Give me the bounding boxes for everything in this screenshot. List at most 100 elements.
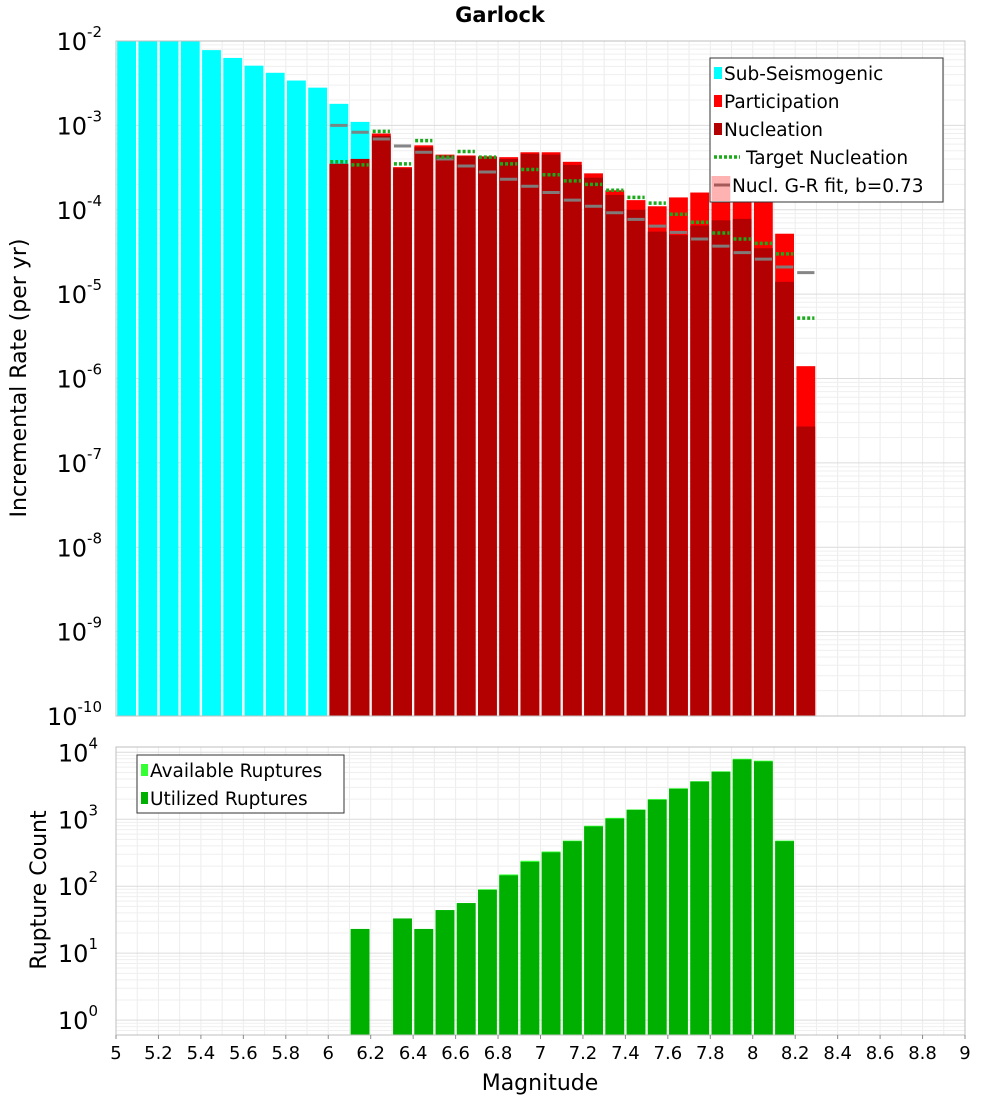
legend-label: Utilized Ruptures [150, 789, 308, 810]
y-tick-label: 100 [58, 1002, 98, 1035]
x-tick-label: 8.4 [823, 1043, 852, 1064]
x-tick-label: 8 [747, 1043, 758, 1064]
top-y-axis-label: Incremental Rate (per yr) [7, 239, 32, 518]
nucleation-bar [371, 135, 391, 717]
bottom-y-axis-label: Rupture Count [27, 810, 52, 970]
utilized-ruptures-bar [350, 928, 370, 1035]
utilized-ruptures-bar [753, 761, 773, 1035]
nucleation-bar [393, 168, 412, 716]
x-axis-label: Magnitude [482, 1071, 599, 1096]
x-tick-label: 6.8 [484, 1043, 513, 1064]
nucleation-bar [669, 235, 688, 716]
nucleation-bar [435, 155, 455, 716]
legend-swatch [714, 95, 722, 107]
nucleation-bar [350, 158, 370, 717]
sub-seismogenic-bar [244, 65, 264, 716]
x-tick-label: 5 [110, 1043, 121, 1064]
nucleation-bar [690, 225, 710, 716]
sub-seismogenic-bar [202, 50, 221, 717]
y-tick-label: 10-10 [47, 698, 102, 731]
utilized-ruptures-bar [562, 841, 582, 1035]
legend-label: Participation [724, 92, 840, 113]
chart-title: Garlock [455, 3, 546, 27]
nucleation-bar [478, 157, 497, 717]
rate-panel: 10-10 10-9 10-8 10-7 10-6 10-5 10-4 10-3 10-2 Sub… [47, 23, 966, 731]
x-tick-label: 7.2 [569, 1043, 598, 1064]
x-tick-label: 7.8 [696, 1043, 725, 1064]
legend-box [709, 57, 944, 203]
legend-label: Sub-Seismogenic [724, 64, 883, 85]
y-tick-label: 10-6 [56, 361, 102, 394]
y-tick-label: 104 [58, 734, 98, 767]
legend-swatch [714, 123, 722, 135]
y-tick-label: 10-7 [56, 445, 102, 478]
legend-swatch [141, 792, 148, 804]
x-tick-label: 5.4 [187, 1043, 216, 1064]
legend-label: Available Ruptures [150, 761, 322, 782]
x-tick-label: 5.8 [271, 1043, 300, 1064]
y-tick-label: 103 [58, 801, 98, 834]
nucleation-bar [520, 153, 540, 716]
nucleation-bar [732, 218, 752, 716]
sub-seismogenic-bar [180, 41, 200, 716]
rate-legend: Sub-Seismogenic Participation Nucleation Ta… [709, 57, 944, 203]
x-tick-label: 8.8 [908, 1043, 937, 1064]
legend-swatch [714, 67, 722, 79]
utilized-ruptures-bar [669, 788, 688, 1035]
y-tick-label: 10-9 [56, 614, 102, 647]
plot-frame [115, 40, 966, 717]
x-tick-label: 9 [959, 1043, 970, 1064]
sub-seismogenic-bar [265, 72, 285, 717]
utilized-ruptures-bar [605, 818, 625, 1035]
y-tick-label: 10-2 [56, 23, 102, 56]
nucleation-bar [605, 194, 625, 716]
nucleation-bar [647, 231, 667, 716]
nucleation-bar [414, 147, 434, 717]
nucleation-bar [541, 154, 561, 716]
nucleation-bar [584, 177, 603, 716]
utilized-ruptures-bar [584, 826, 603, 1035]
legend-label: Nucleation [724, 120, 823, 141]
utilized-ruptures-bar [690, 781, 710, 1035]
legend-label: Target Nucleation [745, 148, 908, 169]
legend-swatch [141, 764, 148, 776]
sub-seismogenic-bar [138, 41, 158, 716]
utilized-ruptures-bar [456, 903, 476, 1035]
utilized-ruptures-bar [626, 809, 646, 1035]
x-tick-label: 7 [535, 1043, 546, 1064]
y-tick-label: 10-5 [56, 276, 102, 309]
utilized-ruptures-bar [647, 799, 667, 1035]
legend-bar-overlay [711, 176, 731, 201]
x-tick-label: 7.6 [654, 1043, 683, 1064]
x-tick-label: 5.2 [144, 1043, 173, 1064]
nucleation-bar [775, 281, 794, 716]
y-tick-label: 10-3 [56, 107, 102, 140]
utilized-ruptures-bar [478, 889, 497, 1035]
nucleation-bar [753, 248, 773, 717]
sub-seismogenic-bar [287, 80, 306, 716]
y-tick-label: 102 [58, 868, 98, 901]
utilized-ruptures-bar [435, 910, 455, 1035]
rupture-legend: Available Ruptures Utilized Ruptures [136, 754, 345, 814]
utilized-ruptures-bar [499, 875, 519, 1035]
nucleation-bar [456, 156, 476, 717]
x-tick-label: 5.6 [229, 1043, 258, 1064]
nucleation-bar [329, 163, 349, 717]
utilized-ruptures-bar [414, 928, 434, 1035]
utilized-ruptures-bar [520, 862, 540, 1035]
nucleation-bar [562, 164, 582, 716]
nucleation-bar [626, 209, 646, 716]
utilized-ruptures-bar [711, 771, 731, 1035]
legend-label: Nucl. G-R fit, b=0.73 [732, 176, 924, 197]
y-tick-label: 10-8 [56, 529, 102, 562]
y-tick-label: 101 [58, 935, 98, 968]
x-tick-label: 6.4 [399, 1043, 428, 1064]
sub-seismogenic-bar [308, 87, 328, 716]
x-tick-label: 6 [323, 1043, 334, 1064]
sub-seismogenic-bar [159, 41, 179, 716]
legend-box [136, 754, 345, 814]
rupture-count-panel: 100 101 102 103 104 5 5.2 5.4 5.6 5.8 6 6.2 6.4 6.6 6.… [58, 734, 971, 1064]
utilized-ruptures-bar [775, 841, 794, 1035]
